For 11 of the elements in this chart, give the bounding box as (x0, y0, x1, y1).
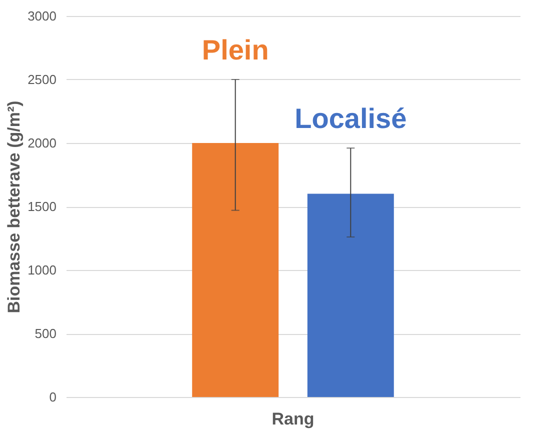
y-tick-label: 2500 (28, 72, 56, 87)
x-tick-label: Rang (272, 410, 314, 428)
text: Localisé (294, 103, 407, 134)
y-tick-label: 0 (49, 390, 56, 404)
y-tick-label: 1500 (28, 199, 56, 214)
y-axis-title: Biomasse betterave (g/m²) (4, 100, 24, 314)
y-tick-label: 2000 (28, 136, 56, 150)
text: Plein (202, 34, 269, 66)
y-tick-label: 500 (34, 326, 56, 341)
y-tick-label: 1000 (28, 262, 56, 278)
y-tick-label: 3000 (28, 8, 56, 24)
